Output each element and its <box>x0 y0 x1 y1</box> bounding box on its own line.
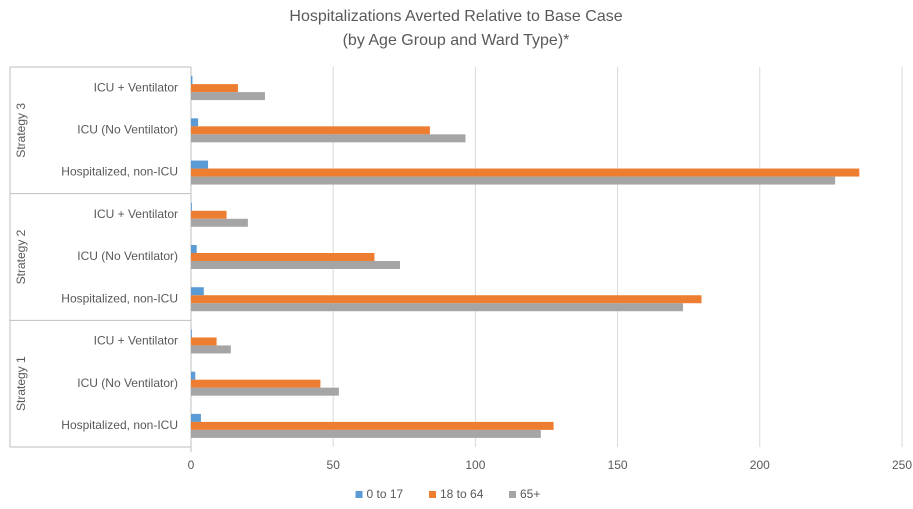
group-label: Strategy 2 <box>14 229 28 284</box>
group-label: Strategy 3 <box>14 103 28 158</box>
y-tick-label: ICU + Ventilator <box>94 334 178 348</box>
bar <box>191 413 201 422</box>
chart-subtitle: (by Age Group and Ward Type)* <box>343 32 570 49</box>
bar <box>191 337 217 346</box>
bar <box>191 379 321 388</box>
bar <box>191 176 836 185</box>
bar <box>191 345 231 354</box>
bar <box>191 84 238 93</box>
bar <box>191 210 227 219</box>
y-tick-label: Hospitalized, non-ICU <box>61 291 178 305</box>
y-tick-label: ICU + Ventilator <box>94 207 178 221</box>
x-tick-label: 150 <box>608 458 628 472</box>
x-tick-label: 200 <box>750 458 770 472</box>
bar <box>191 218 248 227</box>
y-tick-label: Hospitalized, non-ICU <box>61 165 178 179</box>
chart-title: Hospitalizations Averted Relative to Bas… <box>289 8 622 25</box>
x-tick-label: 100 <box>465 458 485 472</box>
group-label: Strategy 1 <box>14 356 28 411</box>
y-tick-label: ICU (No Ventilator) <box>77 376 178 390</box>
bar <box>191 168 860 177</box>
x-tick-label: 250 <box>892 458 912 472</box>
bar <box>191 245 197 253</box>
y-tick-label: ICU (No Ventilator) <box>77 123 178 137</box>
y-tick-label: ICU (No Ventilator) <box>77 249 178 263</box>
legend-swatch <box>509 491 516 498</box>
bar <box>191 160 209 169</box>
bar <box>191 295 702 304</box>
bar <box>191 126 430 135</box>
bar <box>191 421 554 430</box>
bar <box>191 429 541 438</box>
bar <box>191 387 339 396</box>
bar <box>191 202 192 211</box>
legend-label: 65+ <box>520 487 540 501</box>
bar <box>191 329 192 338</box>
legend-swatch <box>429 491 436 498</box>
x-tick-label: 0 <box>188 458 195 472</box>
bar <box>191 287 204 296</box>
bar <box>191 261 401 269</box>
bar <box>191 371 196 380</box>
y-tick-label: Hospitalized, non-ICU <box>61 418 178 432</box>
bar <box>191 303 684 312</box>
bar <box>191 76 193 85</box>
legend-swatch <box>355 491 363 498</box>
bar <box>191 134 466 143</box>
bar <box>191 118 199 127</box>
bar <box>191 92 265 101</box>
x-tick-label: 50 <box>327 458 341 472</box>
y-tick-label: ICU + Ventilator <box>94 80 178 94</box>
legend-label: 18 to 64 <box>440 487 484 501</box>
legend-label: 0 to 17 <box>367 487 404 501</box>
bar <box>191 253 375 261</box>
